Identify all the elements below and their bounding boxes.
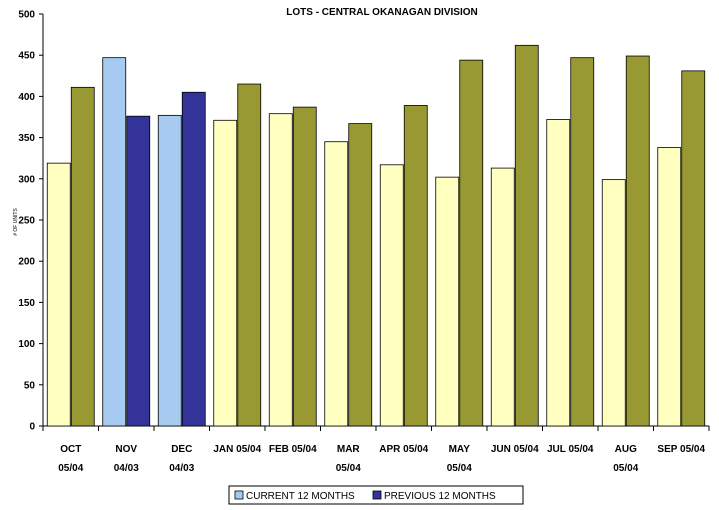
y-tick-label: 50 [24,380,36,391]
y-tick-label: 200 [18,257,35,268]
y-tick-label: 450 [18,51,35,62]
bar-current-12-months [102,57,127,427]
y-tick-label: 500 [18,10,35,21]
bar-previous-12-months [348,123,373,427]
x-category-label: SEP 05/04 [657,444,705,455]
bar-current-12-months [435,176,460,427]
x-category-label: 05/04 [613,463,638,474]
bar-previous-12-months [625,55,650,427]
x-category-label: JUN 05/04 [491,444,539,455]
bar-previous-12-months [126,115,151,427]
x-category-label: APR 05/04 [379,444,428,455]
x-category-label: FEB 05/04 [269,444,317,455]
legend-swatch-previous [372,490,382,500]
x-category-label: DEC [171,444,192,455]
bar-previous-12-months [292,106,317,427]
y-tick-label: 300 [18,174,35,185]
bar-previous-12-months [681,70,706,427]
x-category-label: JAN 05/04 [213,444,261,455]
bar-current-12-months [213,119,238,427]
bar-previous-12-months [237,83,262,427]
bar-previous-12-months [403,105,428,427]
bar-current-12-months [546,119,571,427]
bar-current-12-months [657,147,682,427]
x-category-label: 05/04 [336,463,361,474]
chart-title: LOTS - CENTRAL OKANAGAN DIVISION [286,7,477,18]
bar-current-12-months [490,167,515,427]
bar-current-12-months [379,164,404,427]
x-category-label: 05/04 [58,463,83,474]
x-category-label: NOV [115,444,137,455]
bar-current-12-months [157,114,182,427]
bar-current-12-months [46,162,71,427]
bar-current-12-months [268,113,293,427]
x-category-label: JUL 05/04 [547,444,594,455]
x-category-label: 04/03 [114,463,139,474]
legend-swatch-current [234,490,244,500]
bar-previous-12-months [514,44,539,427]
y-axis-label: # OF UNITS [13,208,19,236]
y-tick-label: 250 [18,216,35,227]
bar-previous-12-months [70,86,95,427]
y-tick-label: 0 [29,422,35,433]
bar-previous-12-months [181,91,206,427]
x-category-label: AUG [615,444,637,455]
legend-label-previous: PREVIOUS 12 MONTHS [384,491,496,502]
bar-previous-12-months [570,57,595,427]
bar-current-12-months [601,179,626,427]
y-tick-label: 400 [18,92,35,103]
y-tick-label: 150 [18,298,35,309]
x-category-label: MAY [449,444,471,455]
x-category-label: 05/04 [447,463,472,474]
y-tick-label: 100 [18,339,35,350]
legend-label-current: CURRENT 12 MONTHS [246,491,355,502]
x-category-label: OCT [60,444,81,455]
x-category-label: MAR [337,444,361,455]
bar-previous-12-months [459,59,484,427]
x-category-label: 04/03 [169,463,194,474]
bar-current-12-months [324,141,349,427]
y-tick-label: 350 [18,133,35,144]
